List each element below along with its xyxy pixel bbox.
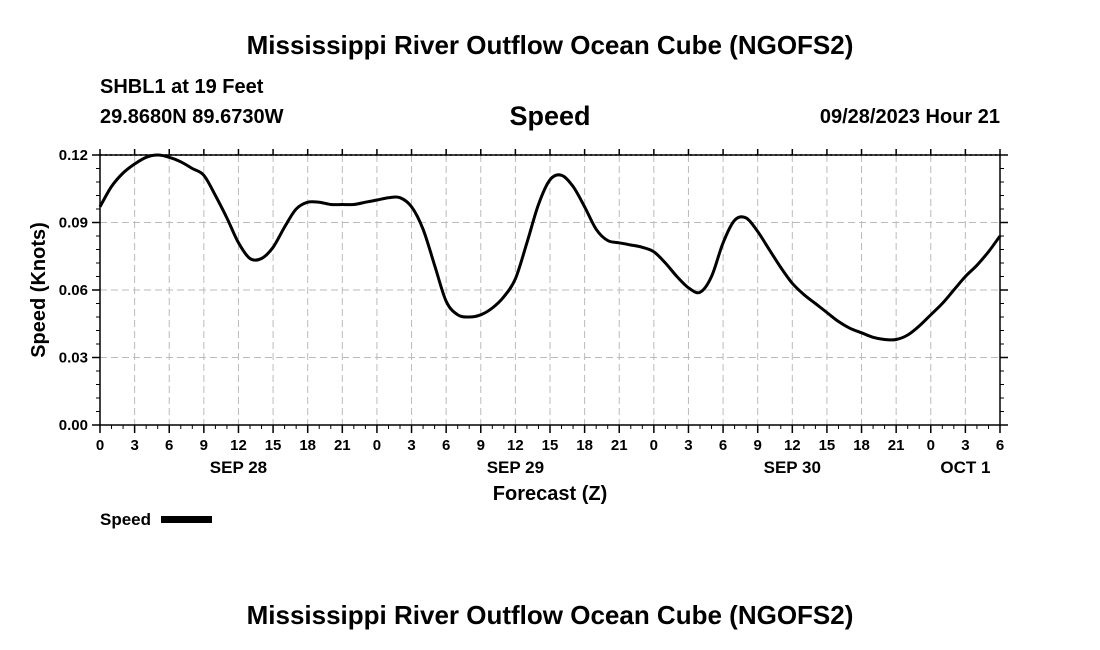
y-tick-label: 0.12 xyxy=(59,147,88,164)
day-label: OCT 1 xyxy=(940,458,990,477)
chart-ticks xyxy=(92,149,1008,433)
x-tick-label: 21 xyxy=(611,437,628,454)
x-tick-label: 15 xyxy=(265,437,282,454)
day-label: SEP 28 xyxy=(210,458,267,477)
x-tick-label: 12 xyxy=(230,437,247,454)
plot-frame xyxy=(99,154,1001,426)
y-tick-label: 0.09 xyxy=(59,215,88,232)
coordinates-label: 29.8680N 89.6730W xyxy=(100,106,284,128)
x-tick-label: 6 xyxy=(165,437,173,454)
x-tick-label: 0 xyxy=(650,437,658,454)
chart-title: Mississippi River Outflow Ocean Cube (NG… xyxy=(246,30,854,60)
speed-chart: 0.00 0.03 0.06 0.09 0.12 0 3 6 9 12 15 18 21 0 3 6 9 12 15… xyxy=(28,147,1008,505)
x-tick-label: 21 xyxy=(334,437,351,454)
x-tick-label: 21 xyxy=(888,437,905,454)
legend-line-swatch xyxy=(161,516,212,523)
y-tick-label: 0.00 xyxy=(59,417,88,434)
x-tick-label: 18 xyxy=(299,437,316,454)
speed-series-line xyxy=(98,153,1002,342)
x-tick-label: 9 xyxy=(754,437,762,454)
x-tick-label: 3 xyxy=(130,437,138,454)
x-tick-label: 15 xyxy=(542,437,559,454)
day-label: SEP 30 xyxy=(764,458,821,477)
x-tick-label: 3 xyxy=(961,437,969,454)
x-tick-label: 0 xyxy=(96,437,104,454)
y-tick-label: 0.06 xyxy=(59,282,88,299)
x-tick-label: 9 xyxy=(200,437,208,454)
x-tick-label: 0 xyxy=(373,437,381,454)
x-tick-label: 18 xyxy=(853,437,870,454)
y-axis-label: Speed (Knots) xyxy=(28,222,50,358)
footer-title: Mississippi River Outflow Ocean Cube (NG… xyxy=(246,600,854,630)
timestamp-label: 09/28/2023 Hour 21 xyxy=(819,106,1000,128)
day-label: SEP 29 xyxy=(487,458,544,477)
legend-label: Speed xyxy=(100,510,152,529)
x-tick-label: 18 xyxy=(576,437,593,454)
x-tick-label: 0 xyxy=(927,437,935,454)
variable-label: Speed xyxy=(509,101,591,131)
x-tick-label: 12 xyxy=(507,437,524,454)
station-label: SHBL1 at 19 Feet xyxy=(100,76,264,98)
x-tick-label: 6 xyxy=(719,437,727,454)
x-tick-label: 6 xyxy=(996,437,1004,454)
chart-tick-labels: 0.00 0.03 0.06 0.09 0.12 0 3 6 9 12 15 18 21 0 3 6 9 12 15… xyxy=(59,147,1004,477)
x-tick-label: 12 xyxy=(784,437,801,454)
x-tick-label: 9 xyxy=(477,437,485,454)
chart-grid xyxy=(100,154,1000,425)
y-tick-label: 0.03 xyxy=(59,350,88,367)
x-tick-label: 15 xyxy=(819,437,836,454)
x-axis-label: Forecast (Z) xyxy=(493,483,607,505)
x-tick-label: 3 xyxy=(684,437,692,454)
x-tick-label: 3 xyxy=(407,437,415,454)
x-tick-label: 6 xyxy=(442,437,450,454)
